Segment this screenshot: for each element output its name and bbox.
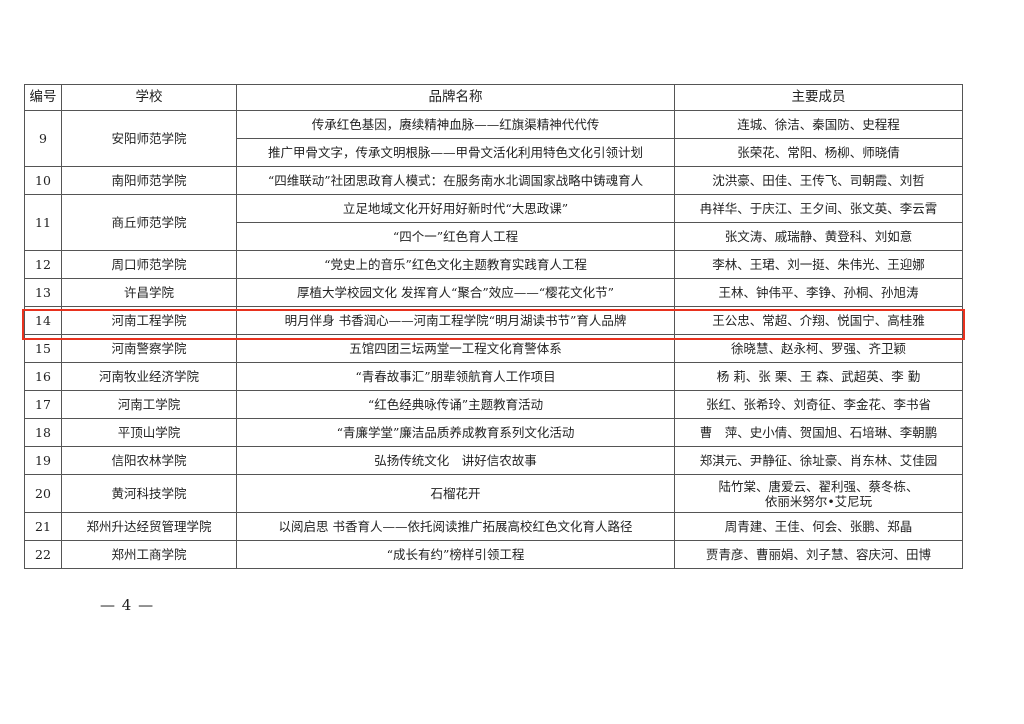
school-name: 南阳师范学院	[61, 166, 237, 195]
brand-name: 明月伴身 书香润心——河南工程学院“明月湖读书节”育人品牌	[236, 306, 675, 335]
school-name: 信阳农林学院	[61, 446, 237, 475]
brand-name: 厚植大学校园文化 发挥育人“聚合”效应——“樱花文化节”	[236, 278, 675, 307]
school-name: 周口师范学院	[61, 250, 237, 279]
table-row: 9 安阳师范学院 传承红色基因，赓续精神血脉——红旗渠精神代代传 连城、徐洁、秦国防、…	[24, 110, 963, 167]
row-number: 13	[24, 278, 62, 307]
members: 李林、王珺、刘一挺、朱伟光、王迎娜	[674, 250, 963, 279]
members: 王公忠、常超、介翔、悦国宁、高桂雅	[674, 306, 963, 335]
table-row: 15 河南警察学院 五馆四团三坛两堂一工程文化育警体系 徐晓慧、赵永柯、罗强、齐卫颖	[24, 334, 963, 363]
table-row: 20 黄河科技学院 石榴花开 陆竹棠、唐爱云、翟利强、蔡冬栋、 依丽米努尔•艾尼玩	[24, 474, 963, 513]
brand-name: “党史上的音乐”红色文化主题教育实践育人工程	[236, 250, 675, 279]
members: 张荣花、常阳、杨柳、师晓倩	[674, 138, 963, 167]
row-number: 22	[24, 540, 62, 569]
brand-name: 立足地域文化开好用好新时代“大思政课”	[236, 194, 675, 223]
table-row: 11 商丘师范学院 立足地域文化开好用好新时代“大思政课” 冉祥华、于庆江、王夕间、张…	[24, 194, 963, 251]
brand-name: “青春故事汇”朋辈领航育人工作项目	[236, 362, 675, 391]
members: 陆竹棠、唐爱云、翟利强、蔡冬栋、 依丽米努尔•艾尼玩	[674, 474, 963, 513]
brand-name: 推广甲骨文字，传承文明根脉——甲骨文活化利用特色文化引领计划	[236, 138, 675, 167]
brand-name: 传承红色基因，赓续精神血脉——红旗渠精神代代传	[236, 110, 675, 139]
members: 张文涛、戚瑞静、黄登科、刘如意	[674, 222, 963, 251]
school-name: 郑州升达经贸管理学院	[61, 512, 237, 541]
brand-name: 以阅启思 书香育人——依托阅读推广拓展高校红色文化育人路径	[236, 512, 675, 541]
table-row: 19 信阳农林学院 弘扬传统文化 讲好信农故事 郑淇元、尹静征、徐址豪、肖东林、艾佳园	[24, 446, 963, 475]
school-name: 河南牧业经济学院	[61, 362, 237, 391]
page-number: — 4 —	[100, 596, 155, 614]
row-number: 17	[24, 390, 62, 419]
row-number: 14	[24, 306, 62, 335]
header-members: 主要成员	[674, 84, 963, 111]
table-row: “四个一”红色育人工程 张文涛、戚瑞静、黄登科、刘如意	[25, 222, 963, 251]
members: 连城、徐洁、秦国防、史程程	[674, 110, 963, 139]
school-name: 郑州工商学院	[61, 540, 237, 569]
members: 贾青彦、曹丽娟、刘子慧、容庆河、田博	[674, 540, 963, 569]
table-row: 21 郑州升达经贸管理学院 以阅启思 书香育人——依托阅读推广拓展高校红色文化育人路…	[24, 512, 963, 541]
members: 曹 萍、史小倩、贺国旭、石培琳、李朝鹏	[674, 418, 963, 447]
row-number: 9	[24, 110, 62, 167]
header-number: 编号	[24, 84, 62, 111]
members: 徐晓慧、赵永柯、罗强、齐卫颖	[674, 334, 963, 363]
table-row: 22 郑州工商学院 “成长有约”榜样引领工程 贾青彦、曹丽娟、刘子慧、容庆河、田博	[24, 540, 963, 569]
brand-name: “红色经典咏传诵”主题教育活动	[236, 390, 675, 419]
row-number: 11	[24, 194, 62, 251]
table-row: 10 南阳师范学院 “四维联动”社团思政育人模式：在服务南水北调国家战略中铸魂育人沈…	[24, 166, 963, 195]
school-name: 许昌学院	[61, 278, 237, 307]
school-name: 平顶山学院	[61, 418, 237, 447]
header-school: 学校	[61, 84, 237, 111]
row-number: 12	[24, 250, 62, 279]
row-number: 10	[24, 166, 62, 195]
members: 郑淇元、尹静征、徐址豪、肖东林、艾佳园	[674, 446, 963, 475]
table-row: 13 许昌学院 厚植大学校园文化 发挥育人“聚合”效应——“樱花文化节” 王林、钟伟平…	[24, 278, 963, 307]
members: 冉祥华、于庆江、王夕间、张文英、李云霄	[674, 194, 963, 223]
brand-name: “青廉学堂”廉洁品质养成教育系列文化活动	[236, 418, 675, 447]
table-row: 14 河南工程学院 明月伴身 书香润心——河南工程学院“明月湖读书节”育人品牌 王公忠…	[24, 306, 963, 335]
brand-name: “成长有约”榜样引领工程	[236, 540, 675, 569]
members: 王林、钟伟平、李铮、孙桐、孙旭涛	[674, 278, 963, 307]
row-number: 15	[24, 334, 62, 363]
brand-name: 弘扬传统文化 讲好信农故事	[236, 446, 675, 475]
members: 张红、张希玲、刘奇征、李金花、李书省	[674, 390, 963, 419]
header-brand: 品牌名称	[236, 84, 675, 111]
table-row: 12 周口师范学院 “党史上的音乐”红色文化主题教育实践育人工程 李林、王珺、刘一挺、…	[24, 250, 963, 279]
table-row: 18 平顶山学院 “青廉学堂”廉洁品质养成教育系列文化活动曹 萍、史小倩、贺国旭、石…	[24, 418, 963, 447]
school-name: 河南工学院	[61, 390, 237, 419]
row-number: 16	[24, 362, 62, 391]
row-number: 21	[24, 512, 62, 541]
brand-name: 石榴花开	[236, 474, 675, 513]
row-number: 18	[24, 418, 62, 447]
school-name: 安阳师范学院	[61, 110, 237, 167]
school-name: 商丘师范学院	[61, 194, 237, 251]
row-number: 19	[24, 446, 62, 475]
school-name: 黄河科技学院	[61, 474, 237, 513]
table-row: 17 河南工学院 “红色经典咏传诵”主题教育活动 张红、张希玲、刘奇征、李金花、李书省	[24, 390, 963, 419]
brand-name: “四维联动”社团思政育人模式：在服务南水北调国家战略中铸魂育人	[236, 166, 675, 195]
members: 周青建、王佳、何会、张鹏、郑晶	[674, 512, 963, 541]
table-row: 16 河南牧业经济学院 “青春故事汇”朋辈领航育人工作项目杨 莉、张 栗、王 森、武…	[24, 362, 963, 391]
members: 杨 莉、张 栗、王 森、武超英、李 勤	[674, 362, 963, 391]
brand-name: “四个一”红色育人工程	[236, 222, 675, 251]
school-name: 河南警察学院	[61, 334, 237, 363]
brand-table: 编号 学校 品牌名称 主要成员 9 安阳师范学院 传承红色基因，赓续精神血脉——红旗…	[24, 84, 963, 569]
table-row: 推广甲骨文字，传承文明根脉——甲骨文活化利用特色文化引领计划 张荣花、常阳、杨柳、…	[25, 138, 963, 167]
brand-name: 五馆四团三坛两堂一工程文化育警体系	[236, 334, 675, 363]
row-number: 20	[24, 474, 62, 513]
members: 沈洪豪、田佳、王传飞、司朝霞、刘哲	[674, 166, 963, 195]
table-header-row: 编号 学校 品牌名称 主要成员	[24, 84, 963, 111]
school-name: 河南工程学院	[61, 306, 237, 335]
